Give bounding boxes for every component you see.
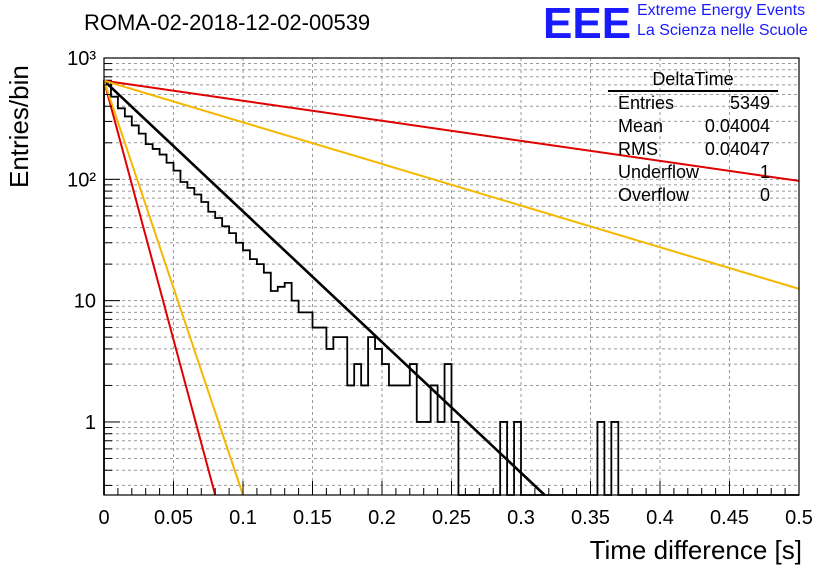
series-line: [103, 80, 217, 496]
x-tick-label: 0.3: [507, 507, 535, 529]
stats-value: 5349: [729, 93, 770, 113]
series-line: [103, 79, 546, 496]
y-axis-label: Entries/bin: [4, 65, 34, 188]
x-tick-label: 0.2: [368, 507, 396, 529]
fit-lines: [103, 79, 800, 496]
y-tick-label: 10³: [67, 48, 96, 70]
grid-lines: [103, 58, 800, 495]
stats-key: Mean: [618, 116, 664, 136]
stats-value: 1: [759, 162, 770, 182]
eee-logo: EEE: [543, 0, 632, 48]
x-tick-label: 0.05: [154, 507, 193, 529]
stats-key: Overflow: [618, 185, 690, 205]
stats-value: 0: [759, 185, 770, 205]
x-tick-label: 0.35: [571, 507, 610, 529]
x-tick-labels: 0 0.05 0.1 0.15 0.2 0.25 0.3 0.35 0.4 0.45 0.5: [98, 507, 812, 529]
stats-row-overflow: Overflow 0: [612, 184, 778, 207]
stats-row-mean: Mean 0.04004: [612, 115, 778, 138]
stats-key: Entries: [618, 93, 675, 113]
y-tick-label: 10²: [67, 169, 96, 191]
logo-line-1: Extreme Energy Events: [637, 2, 806, 19]
logo-line-2: La Scienza nelle Scuole: [637, 22, 808, 39]
stats-title: DeltaTime: [608, 68, 778, 92]
y-tick-label: 1: [85, 412, 96, 434]
x-axis-label: Time difference [s]: [589, 535, 802, 565]
stats-value: 0.04047: [704, 139, 770, 159]
axis-ticks: [103, 57, 800, 495]
stats-key: Underflow: [618, 162, 700, 182]
x-tick-label: 0.5: [785, 507, 813, 529]
stats-value: 0.04004: [704, 116, 770, 136]
x-tick-label: 0.4: [646, 507, 674, 529]
series-line: [103, 80, 244, 496]
x-tick-label: 0: [98, 507, 109, 529]
series-line: [103, 79, 800, 290]
x-tick-label: 0.1: [229, 507, 257, 529]
stats-row-entries: Entries 5349: [612, 92, 778, 115]
stats-row-underflow: Underflow 1: [612, 161, 778, 184]
chart-title: ROMA-02-2018-12-02-00539: [84, 10, 371, 35]
series-line: [103, 79, 800, 182]
x-tick-label: 0.15: [293, 507, 332, 529]
stats-box: DeltaTime Entries 5349 Mean 0.04004 RMS …: [608, 68, 778, 207]
y-tick-labels: 1 10 10² 10³: [67, 48, 96, 434]
stats-key: RMS: [618, 139, 658, 159]
x-tick-label: 0.45: [710, 507, 749, 529]
x-tick-label: 0.25: [432, 507, 471, 529]
stats-row-rms: RMS 0.04047: [612, 138, 778, 161]
y-tick-label: 10: [74, 291, 96, 313]
